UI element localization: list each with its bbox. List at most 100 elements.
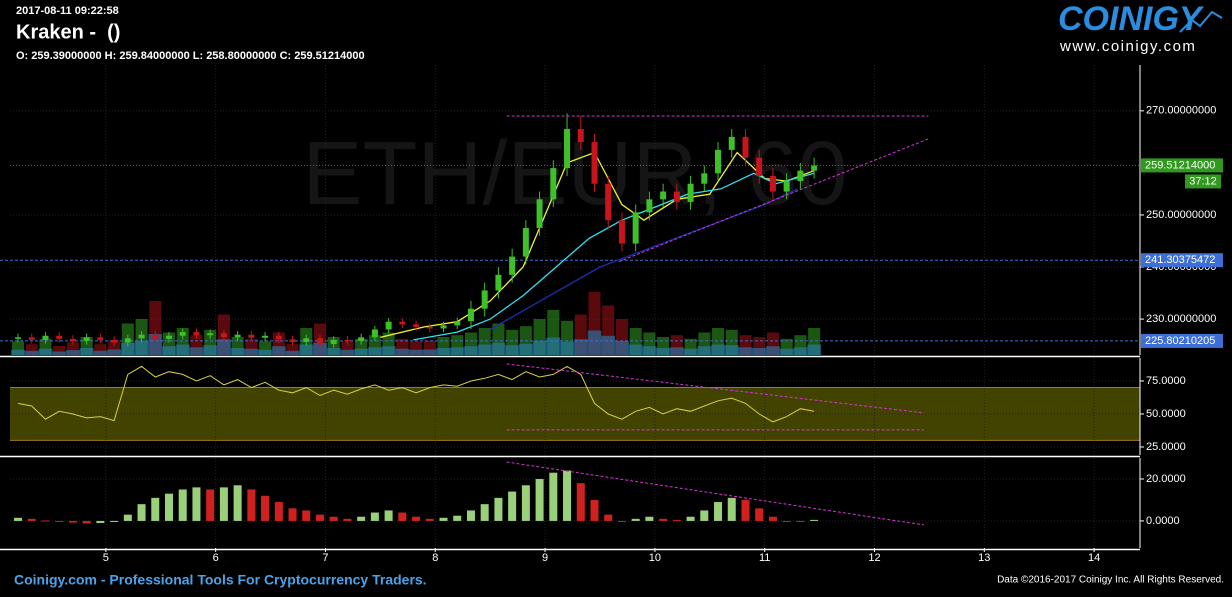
histogram-bar [521,485,530,521]
volume-area [724,345,739,355]
histogram-bar [453,515,462,521]
volume-area [38,348,53,355]
candle-body [646,199,653,213]
histogram-bar [288,508,297,521]
y-tick-label: 50.0000 [1146,408,1186,420]
candle-body [385,321,392,330]
y-tick-label: 250.00000000 [1146,209,1216,221]
trend-line [506,461,924,526]
histogram-bar [617,520,626,522]
x-tick-label: 10 [649,552,661,564]
histogram-bar [384,510,393,521]
histogram-bar [164,493,173,521]
candle-body [769,175,776,192]
x-tick-label: 6 [213,552,219,564]
candle-body [577,129,584,143]
level-label: 241.30375472 [1145,254,1215,266]
footer-copyright: Data ©2016-2017 Coinigy Inc. All Rights … [997,575,1224,586]
histogram-bar [302,510,311,521]
histogram-bar [727,497,736,521]
x-tick-label: 14 [1088,552,1100,564]
candle-body [124,338,131,343]
histogram-bar [219,487,228,521]
histogram-bar [82,520,91,524]
candle-body [193,332,200,336]
volume-area [148,334,163,355]
candle-body [303,338,310,342]
candle-body [701,173,708,184]
volume-area [134,341,149,355]
candle-body [220,333,227,338]
histogram-bar [631,518,640,521]
volume-area [573,339,588,355]
level-label-box [1141,333,1223,348]
logo: COINIGY [1058,0,1205,38]
volume-area [203,345,218,355]
y-tick-label: 270.00000000 [1146,105,1216,117]
histogram-bar [508,491,517,521]
candle-body [262,335,269,338]
volume-area [93,350,108,355]
volume-area [532,341,547,355]
volume-area [244,348,259,355]
volume-area [518,343,533,355]
timestamp: 2017-08-11 09:22:58 [16,5,119,17]
histogram-bar [425,518,434,521]
level-label-box [1141,253,1223,268]
histogram-bar [123,514,132,521]
candle-body [605,183,612,221]
candle-body [56,335,63,339]
candle-body [344,339,351,341]
histogram-bar [329,516,338,521]
candle-body [454,321,461,326]
volume-area [65,350,80,355]
candle-body [509,256,516,275]
histogram-bar [27,518,36,521]
volume-bar [94,344,107,355]
candle-body [728,136,735,150]
y-tick-label: 230.00000000 [1146,313,1216,325]
volume-area [738,347,753,355]
candle-body [358,337,365,341]
volume-area [587,330,602,355]
candle-body [289,339,296,342]
volume-area [697,346,712,355]
volume-area [258,349,273,355]
volume-area [779,348,794,355]
candle-body [495,274,502,291]
countdown: 37:12 [1189,175,1217,187]
histogram-bar [315,514,324,521]
trend-line [618,138,929,263]
volume-area [175,344,190,355]
candle-body [399,321,406,325]
histogram-bar [645,516,654,521]
histogram-bar [466,510,475,521]
candle-body [97,337,104,340]
candle-body [69,338,76,341]
histogram-bar [192,487,201,521]
histogram-bar [247,489,256,521]
volume-area [614,341,629,355]
y-tick-label: 25.0000 [1146,441,1186,453]
volume-bar [25,344,38,355]
histogram-bar [233,485,242,521]
histogram-bar [796,520,805,522]
histogram-bar [274,502,283,521]
volume-area [601,335,616,355]
level-label: 225.80210205 [1145,335,1215,347]
volume-area [11,349,26,355]
website: www.coinigy.com [1059,38,1196,55]
last-price-label: 259.51214000 [1145,159,1215,171]
volume-area [395,348,410,355]
candle-body [481,290,488,309]
candle-body [440,325,447,329]
candle-body [591,142,598,184]
candle-body [811,165,818,171]
histogram-bar [563,470,572,521]
histogram-bar [151,497,160,521]
volume-area [711,344,726,355]
last-price-box [1141,158,1223,173]
rsi-line [17,365,815,423]
